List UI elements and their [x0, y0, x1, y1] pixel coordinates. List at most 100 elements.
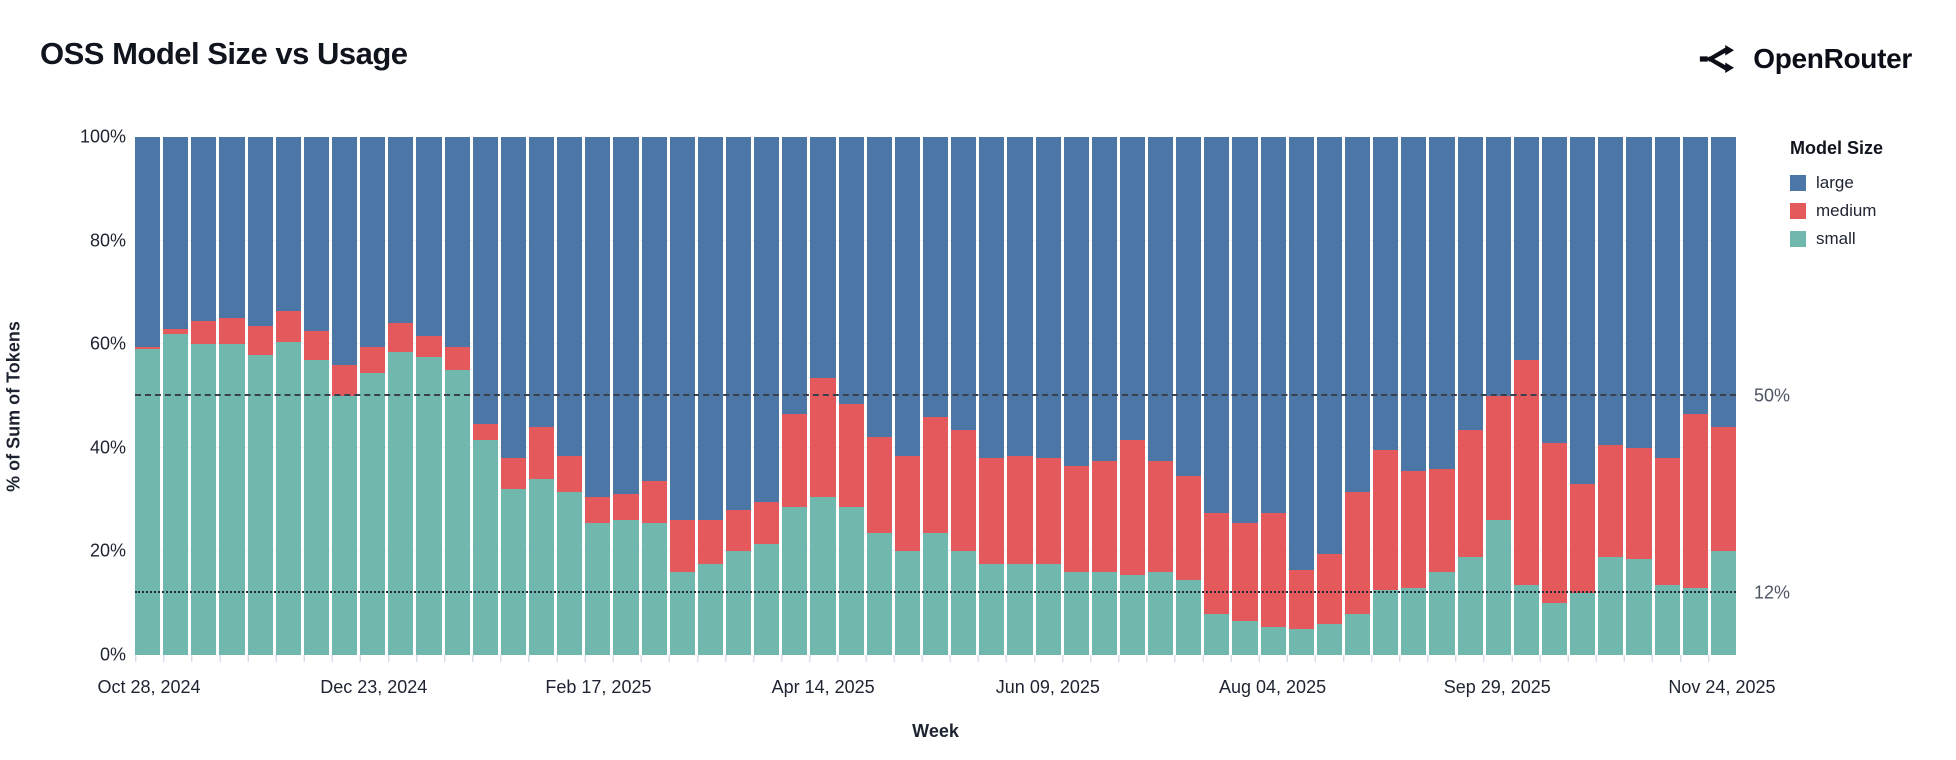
bar-segment-medium — [951, 429, 977, 552]
bar-week-oct-13-2025 — [1542, 137, 1568, 655]
x-tick-label: Feb 17, 2025 — [545, 677, 652, 697]
bar-segment-small — [163, 333, 189, 655]
bar-week-apr-21-2025 — [838, 137, 864, 655]
bar-segment-small — [1542, 603, 1568, 655]
bar-segment-medium — [894, 455, 920, 552]
bar-segment-large — [1429, 137, 1455, 469]
bar-segment-small — [303, 359, 329, 655]
bar-week-may-26-2025 — [979, 137, 1005, 655]
bar-week-oct-20-2025 — [1570, 137, 1596, 655]
bar-week-jun-09-2025 — [1035, 137, 1061, 655]
bar-segment-small — [1345, 613, 1371, 655]
bar-segment-small — [219, 344, 245, 655]
bar-segment-medium — [725, 509, 752, 552]
bar-segment-medium — [163, 328, 189, 334]
legend-item-large[interactable]: large — [1790, 173, 1883, 193]
bar-segment-small — [1091, 572, 1117, 655]
bar-week-sep-29-2025 — [1485, 137, 1511, 655]
bar-segment-large — [275, 137, 301, 311]
bar-segment-small — [557, 491, 583, 655]
bar-segment-small — [1204, 613, 1230, 655]
bar-segment-medium — [1513, 359, 1540, 586]
bar-segment-large — [782, 137, 808, 415]
bar-segment-small — [191, 344, 217, 655]
x-tick-label: Sep 29, 2025 — [1443, 677, 1551, 697]
bar-segment-small — [472, 440, 498, 655]
bar-week-dec-30-2024 — [388, 137, 414, 655]
bar-week-sep-08-2025 — [1401, 137, 1427, 655]
brand-logo[interactable]: OpenRouter — [1699, 38, 1912, 80]
reference-line-50: 50% — [135, 386, 1790, 406]
bar-segment-large — [388, 137, 414, 324]
bar-week-oct-28-2024 — [135, 137, 161, 655]
bar-segment-medium — [1288, 569, 1314, 630]
bar-segment-medium — [528, 427, 555, 479]
y-tick-label: 40% — [89, 437, 126, 458]
bar-week-mar-03-2025 — [641, 137, 667, 655]
bar-week-nov-18-2024 — [219, 137, 245, 655]
bar-segment-large — [444, 137, 470, 347]
bar-week-aug-11-2025 — [1288, 137, 1314, 655]
bar-segment-large — [894, 137, 920, 456]
bar-segment-large — [331, 137, 358, 365]
bar-week-oct-06-2025 — [1513, 137, 1540, 655]
bar-segment-small — [782, 507, 808, 655]
bar-week-jan-13-2025 — [444, 137, 470, 655]
bar-segment-large — [1148, 137, 1174, 461]
bar-segment-small — [1288, 629, 1314, 655]
bar-week-mar-31-2025 — [754, 137, 780, 655]
bar-segment-medium — [1373, 450, 1399, 591]
bar-segment-medium — [472, 424, 498, 441]
bar-week-dec-09-2024 — [303, 137, 329, 655]
bar-segment-small — [641, 522, 667, 655]
bar-segment-large — [1457, 137, 1483, 430]
bar-week-sep-15-2025 — [1429, 137, 1455, 655]
bar-segment-medium — [1035, 458, 1061, 565]
bar-week-dec-23-2024 — [360, 137, 386, 655]
bar-segment-small — [754, 543, 780, 655]
bar-week-mar-24-2025 — [725, 137, 752, 655]
bar-week-apr-14-2025 — [810, 137, 836, 655]
bar-segment-medium — [1148, 460, 1174, 573]
bar-segment-small — [697, 564, 723, 655]
bar-segment-large — [1035, 137, 1061, 459]
bar-segment-medium — [388, 323, 414, 352]
y-tick-label: 100% — [79, 126, 126, 147]
bar-week-aug-04-2025 — [1260, 137, 1286, 655]
bar-week-jul-07-2025 — [1148, 137, 1174, 655]
bar-segment-small — [894, 551, 920, 655]
reference-line-12: 12% — [135, 582, 1790, 602]
bar-segment-large — [641, 137, 667, 482]
legend-label: small — [1816, 229, 1856, 248]
bar-segment-small — [444, 370, 470, 655]
bar-segment-medium — [669, 520, 695, 573]
bar-segment-large — [1316, 137, 1343, 554]
bar-segment-medium — [1654, 458, 1680, 586]
bar-segment-small — [1682, 587, 1708, 655]
x-tick-label: Oct 28, 2024 — [97, 677, 201, 697]
openrouter-icon — [1700, 45, 1735, 73]
bar-week-nov-03-2025 — [1626, 137, 1652, 655]
bar-week-aug-18-2025 — [1316, 137, 1343, 655]
bar-segment-large — [416, 137, 442, 337]
legend-item-small[interactable]: small — [1790, 229, 1883, 249]
x-tick-label: Aug 04, 2025 — [1218, 677, 1327, 697]
bar-segment-small — [922, 533, 949, 655]
legend: Model Size large medium small — [1790, 138, 1883, 257]
y-tick-label: 20% — [89, 540, 126, 561]
bar-segment-small — [1007, 564, 1033, 655]
legend-swatch-medium — [1790, 203, 1806, 219]
bar-week-may-19-2025 — [951, 137, 977, 655]
bar-segment-small — [613, 520, 639, 655]
reference-label-12: 12% — [1754, 582, 1791, 603]
legend-item-medium[interactable]: medium — [1790, 201, 1883, 221]
y-tick-label: 60% — [89, 333, 126, 354]
bar-segment-large — [1710, 137, 1737, 428]
bar-segment-large — [810, 137, 836, 378]
bar-week-mar-10-2025 — [669, 137, 695, 655]
bar-segment-medium — [1626, 447, 1652, 560]
bar-segment-small — [247, 354, 273, 655]
bar-segment-medium — [641, 481, 667, 523]
bar-segment-small — [1401, 587, 1427, 655]
bar-segment-medium — [754, 502, 780, 544]
